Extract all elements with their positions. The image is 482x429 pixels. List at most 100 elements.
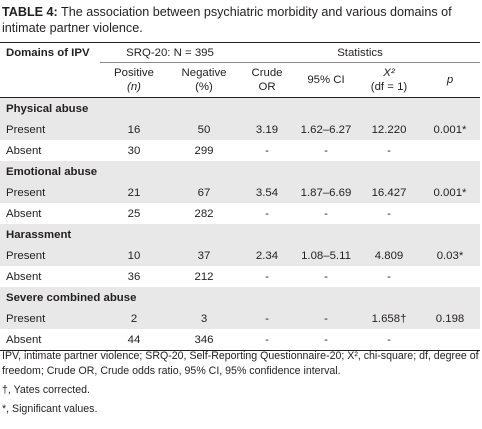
header-negative-label: Negative — [181, 67, 227, 79]
cell-x2: - — [387, 207, 391, 220]
section-title: Harassment — [0, 224, 480, 245]
cell-negative: 299 — [194, 144, 214, 157]
header-p: p — [420, 62, 480, 98]
results-table: Domains of IPV SRQ-20: N = 395 Statistic… — [0, 42, 480, 351]
row-label: Present — [0, 245, 100, 266]
header-positive-unit: (n) — [127, 81, 141, 93]
header-crude-or: Crude OR — [240, 62, 294, 98]
header-x2-label: X² — [383, 67, 395, 79]
header-row-columns: Positive (n) Negative (%) Crude OR 95% CI X… — [0, 62, 480, 98]
table-row: Absent 30 299 - - - — [0, 140, 480, 161]
header-positive: Positive (n) — [100, 62, 168, 98]
caption-label: TABLE 4: — [2, 5, 58, 19]
cell-ci: 1.08–5.11 — [294, 245, 358, 266]
row-label: Absent — [6, 270, 42, 283]
cell-positive: 44 — [100, 329, 168, 351]
header-statistics-group: Statistics — [240, 42, 480, 63]
cell-negative: 3 — [168, 308, 240, 329]
cell-x2: 16.427 — [358, 182, 420, 203]
table-row: Present 2 3- -1.658† 0.198 — [0, 308, 480, 329]
cell-or: 2.34 — [240, 245, 294, 266]
table-row: Absent 44 346- - - — [0, 329, 480, 351]
caption-text: The association between psychiatric morb… — [2, 5, 452, 35]
cell-ci: - — [324, 270, 328, 283]
cell-negative: 50 — [168, 119, 240, 140]
row-label: Present — [0, 182, 100, 203]
srq-group-label: SRQ-20: N = 395 — [126, 46, 214, 59]
header-row-groups: Domains of IPV SRQ-20: N = 395 Statistic… — [0, 42, 480, 63]
cell-negative: 67 — [168, 182, 240, 203]
cell-positive: 16 — [100, 119, 168, 140]
section-title: Physical abuse — [0, 97, 480, 119]
section-row: Harassment — [0, 224, 480, 245]
cell-ci: 1.62–6.27 — [294, 119, 358, 140]
cell-negative: 346 — [168, 329, 240, 351]
table-row: Present 16 50 3.19 1.62–6.27 12.220 0.001* — [0, 119, 480, 140]
cell-x2: 12.220 — [358, 119, 420, 140]
cell-p: 0.198 — [420, 308, 480, 329]
cell-or: - — [240, 308, 294, 329]
row-label: Absent — [0, 329, 100, 351]
cell-positive: 21 — [100, 182, 168, 203]
cell-x2: 1.658† — [358, 308, 420, 329]
cell-or: - — [265, 270, 269, 283]
cell-ci: - — [324, 207, 328, 220]
table-footnotes: IPV, intimate partner violence; SRQ-20, … — [2, 349, 480, 421]
row-label: Present — [0, 119, 100, 140]
table-row: Present 10 37 2.34 1.08–5.11 4.809 0.03* — [0, 245, 480, 266]
cell-p — [420, 203, 480, 224]
section-title: Emotional abuse — [0, 161, 480, 182]
header-crude-label: Crude — [251, 67, 283, 79]
table-row: Present 21 67 3.54 1.87–6.69 16.427 0.001* — [0, 182, 480, 203]
cell-x2: - — [387, 270, 391, 283]
row-label: Absent — [6, 207, 42, 220]
cell-positive: 30 — [127, 144, 141, 157]
footnote-yates: †, Yates corrected. — [2, 384, 90, 396]
table-caption: TABLE 4: The association between psychia… — [2, 4, 478, 36]
table-row: Absent 36 212 - - - — [0, 266, 480, 287]
cell-x2: - — [358, 329, 420, 351]
header-srq-group: SRQ-20: N = 395 — [100, 42, 240, 63]
cell-p: 0.001* — [420, 119, 480, 140]
cell-p — [420, 329, 480, 351]
cell-or: - — [240, 329, 294, 351]
cell-or: 3.54 — [240, 182, 294, 203]
footnote-significance: *, Significant values. — [2, 403, 98, 415]
cell-x2: 4.809 — [358, 245, 420, 266]
table-row: Absent 25 282 - - - — [0, 203, 480, 224]
header-or-label: OR — [258, 81, 276, 93]
cell-x2: - — [387, 144, 391, 157]
cell-positive: 10 — [100, 245, 168, 266]
section-row: Emotional abuse — [0, 161, 480, 182]
cell-p — [420, 266, 480, 287]
header-x2: X² (df = 1) — [358, 62, 420, 98]
cell-p: 0.03* — [420, 245, 480, 266]
section-title: Severe combined abuse — [0, 287, 480, 308]
header-ci: 95% CI — [294, 62, 358, 98]
section-row: Physical abuse — [0, 97, 480, 119]
header-domains: Domains of IPV — [0, 42, 100, 63]
cell-p: 0.001* — [420, 182, 480, 203]
section-row: Severe combined abuse — [0, 287, 480, 308]
cell-or: 3.19 — [240, 119, 294, 140]
cell-positive: 2 — [100, 308, 168, 329]
header-p-label: p — [446, 74, 454, 86]
cell-positive: 36 — [127, 270, 141, 283]
cell-or: - — [265, 144, 269, 157]
header-blank — [0, 62, 100, 98]
header-negative: Negative (%) — [168, 62, 240, 98]
header-negative-unit: (%) — [195, 81, 213, 93]
cell-ci: - — [324, 144, 328, 157]
cell-negative: 37 — [168, 245, 240, 266]
cell-or: - — [265, 207, 269, 220]
cell-ci: - — [294, 329, 358, 351]
cell-ci: 1.87–6.69 — [294, 182, 358, 203]
row-label: Absent — [6, 144, 42, 157]
cell-negative: 282 — [194, 207, 214, 220]
cell-ci: - — [294, 308, 358, 329]
cell-p — [420, 140, 480, 161]
footnote-abbreviations: IPV, intimate partner violence; SRQ-20, … — [2, 350, 479, 377]
header-df-label: (df = 1) — [370, 81, 408, 93]
row-label: Present — [0, 308, 100, 329]
